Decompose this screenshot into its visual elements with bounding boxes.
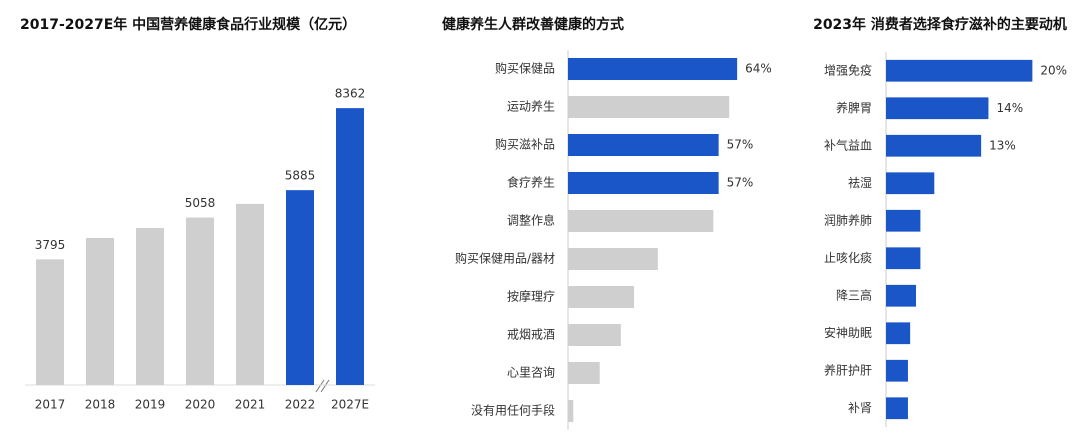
y-tick-label: 增强免疫 (824, 62, 872, 77)
bar (36, 259, 64, 385)
bar (568, 171, 719, 195)
y-tick-label: 祛湿 (848, 175, 872, 190)
bar (186, 217, 214, 385)
y-tick-label: 按摩理疗 (507, 289, 555, 304)
y-tick-label: 补气益血 (824, 137, 872, 152)
x-tick-label: 2017 (35, 398, 66, 412)
bar (136, 228, 164, 385)
chart-title: 健康养生人群改善健康的方式 (442, 16, 624, 33)
bar (568, 133, 719, 157)
data-label: 64% (745, 62, 772, 76)
x-tick-label: 2019 (135, 398, 166, 412)
data-label: 3795 (35, 238, 66, 252)
data-label: 57% (727, 176, 754, 190)
chart-title: 2023年 消费者选择食疗滋补的主要动机 (813, 16, 1067, 33)
bar (568, 361, 600, 385)
bar (886, 359, 908, 382)
bar (886, 134, 982, 157)
bar (568, 209, 714, 233)
bar (568, 323, 621, 347)
y-tick-label: 降三高 (836, 287, 872, 302)
y-tick-label: 购买滋补品 (495, 137, 555, 152)
data-label: 13% (989, 138, 1016, 152)
y-tick-label: 调整作息 (507, 213, 555, 228)
y-tick-label: 购买保健品 (495, 61, 555, 76)
data-label: 5885 (285, 169, 316, 183)
bar (886, 59, 1033, 82)
bar (568, 95, 730, 119)
bar (286, 190, 314, 385)
data-label: 14% (996, 101, 1023, 115)
data-label: 57% (727, 138, 754, 152)
bar (236, 203, 264, 385)
bar (886, 172, 935, 195)
bar (86, 237, 114, 385)
y-tick-label: 养脾胃 (836, 100, 872, 115)
bar (886, 322, 911, 345)
y-tick-label: 运动养生 (507, 99, 555, 114)
y-tick-label: 润肺养肺 (824, 212, 872, 227)
data-label: 20% (1040, 63, 1067, 77)
bar (568, 399, 574, 423)
bar (886, 284, 917, 307)
data-label: 8362 (335, 87, 366, 101)
x-tick-label: 2020 (185, 398, 216, 412)
x-tick-label: 2027E (331, 398, 369, 412)
x-tick-label: 2018 (85, 398, 116, 412)
y-tick-label: 补肾 (848, 401, 872, 415)
y-tick-label: 养肝护肝 (824, 362, 872, 377)
chart-title: 2017-2027E年 中国营养健康食品行业规模（亿元） (20, 16, 356, 33)
data-label: 5058 (185, 196, 216, 210)
bar (886, 247, 921, 270)
bar (886, 397, 908, 420)
y-tick-label: 没有用任何手段 (471, 403, 555, 418)
bar (568, 285, 635, 309)
bar (886, 97, 989, 120)
y-tick-label: 心里咨询 (507, 365, 555, 380)
y-tick-label: 止咳化痰 (824, 250, 872, 265)
x-tick-label: 2022 (285, 398, 316, 412)
y-tick-label: 戒烟戒酒 (507, 328, 555, 342)
bar (886, 209, 921, 232)
y-tick-label: 购买保健用品/器材 (455, 251, 555, 266)
bar (568, 247, 658, 271)
bar (568, 57, 738, 81)
y-tick-label: 安神助眠 (824, 325, 872, 340)
x-tick-label: 2021 (235, 398, 266, 412)
y-tick-label: 食疗养生 (507, 175, 555, 190)
axis-break (315, 379, 330, 393)
bar (336, 108, 364, 386)
